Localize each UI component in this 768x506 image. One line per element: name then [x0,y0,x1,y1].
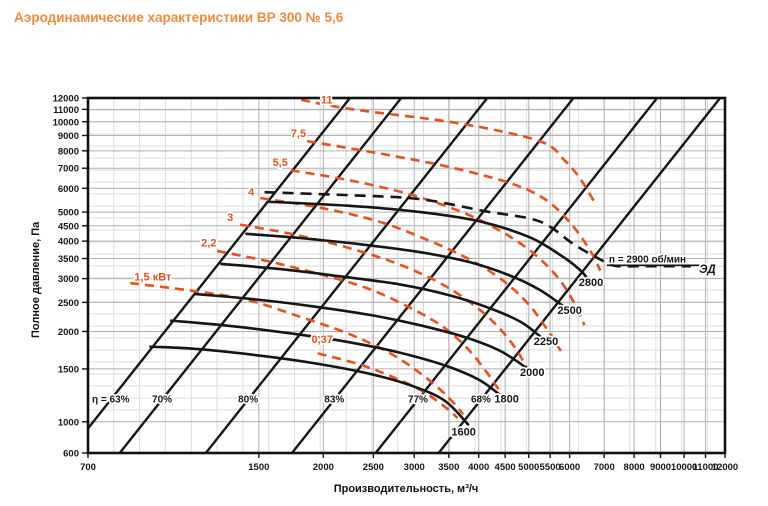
x-axis-title: Производительность, м³/ч [333,483,479,495]
x-tick-label: 11000 [693,462,719,473]
y-axis-title: Полное давление, Па [30,221,42,338]
efficiency-label: 68% [471,395,491,406]
y-tick-label: 10000 [53,117,79,128]
x-tick-label: 2000 [313,462,334,473]
rpm-curve-label: 1800 [494,393,518,405]
power-curve-label: 11 [321,94,333,106]
power-curve [216,249,502,393]
efficiency-label: 80% [238,395,258,406]
y-tick-label: 3500 [58,254,79,265]
power-curve [300,98,596,203]
x-tick-label: 4000 [468,462,489,473]
efficiency-line [437,98,722,453]
x-tick-label: 6000 [559,462,580,473]
efficiency-line [374,98,659,453]
y-tick-label: 4000 [58,237,79,248]
y-tick-label: 12000 [53,94,79,105]
x-tick-label: 9000 [650,462,671,473]
efficiency-label: 70% [152,395,172,406]
x-tick-label: 5500 [540,462,561,473]
rpm-curve-label: 2000 [520,367,544,379]
y-tick-label: 3000 [58,274,79,285]
motor-rpm-label: n = 2900 об/мин [609,253,686,265]
power-curve [130,281,465,416]
x-tick-label: 2500 [363,462,384,473]
y-tick-label: 11000 [53,105,79,116]
rpm-curve [266,200,591,282]
efficiency-line [118,98,403,453]
y-tick-label: 2000 [58,327,79,338]
motor-ed-label: ЭД [699,264,715,276]
power-curve-label: 2,2 [201,238,216,250]
rpm-curve-label: 2500 [557,305,581,317]
y-tick-label: 6000 [58,184,79,195]
efficiency-line [88,98,351,431]
rpm-curve [245,232,565,308]
power-curve-label: 3 [227,212,233,224]
x-tick-label: 1500 [248,462,269,473]
rpm-curve [194,292,530,371]
rpm-curve-label: 2800 [579,277,603,289]
y-tick-label: 4500 [58,221,79,232]
power-curve-label: 0,37 [312,334,333,346]
x-tick-label: 700 [80,462,96,473]
efficiency-label: 77% [408,395,428,406]
y-tick-label: 7000 [58,164,79,175]
efficiency-label: 83% [324,395,344,406]
motor-limit-curve [264,190,691,268]
rpm-curve-label: 1600 [451,426,475,438]
x-tick-label: 5000 [518,462,539,473]
x-tick-label: 3000 [404,462,425,473]
plot-border [86,96,727,455]
rpm-curve-label: 2250 [534,336,558,348]
power-curve [260,196,562,352]
x-tick-label: 8000 [624,462,645,473]
x-tick-label: 12000 [712,462,738,473]
y-tick-label: 8000 [58,146,79,157]
rpm-curve [220,262,544,340]
y-tick-label: 1000 [58,417,79,428]
x-tick-label: 10000 [671,462,697,473]
power-curve-label: 7,5 [291,128,306,140]
x-tick-label: 4500 [495,462,516,473]
x-tick-label: 3500 [438,462,459,473]
y-tick-label: 9000 [58,131,79,142]
power-curve-label: 4 [248,187,255,199]
page-title: Аэродинамические характеристики ВР 300 №… [14,10,344,25]
efficiency-label: η = 63% [92,395,130,406]
rpm-curve [149,345,470,426]
y-tick-label: 600 [63,449,79,460]
power-curve-label: 1,5 кВт [134,271,172,283]
efficiency-line [290,98,575,453]
power-curve [290,169,586,326]
x-tick-label: 7000 [594,462,615,473]
rpm-curve [169,319,507,401]
power-curve-label: 5,5 [273,157,288,169]
y-tick-label: 1500 [58,364,79,375]
y-tick-label: 5000 [58,208,79,219]
y-tick-label: 2500 [58,298,79,309]
power-curve [239,223,529,370]
